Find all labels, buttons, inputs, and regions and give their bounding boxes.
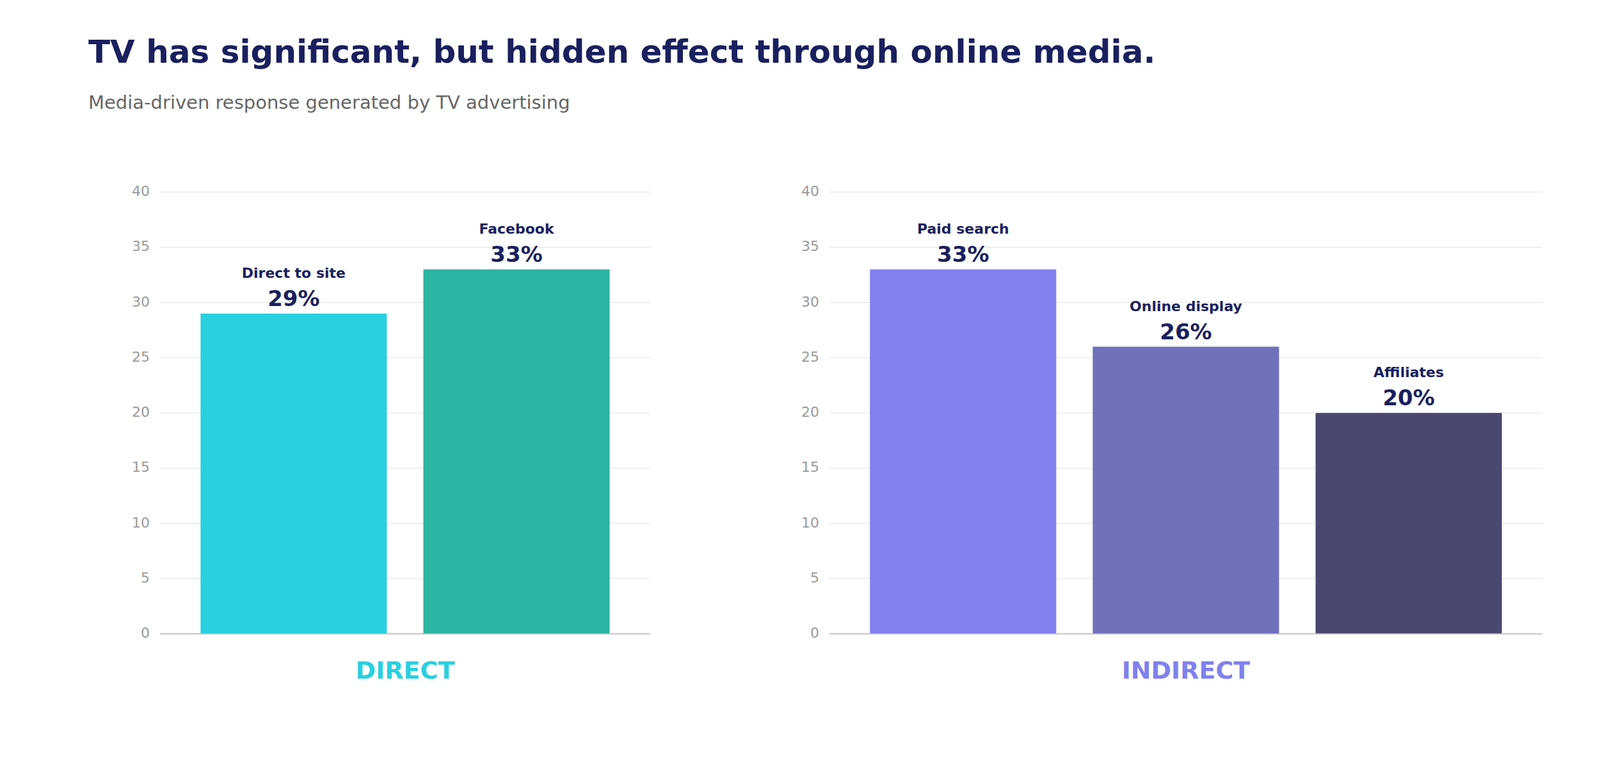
category-label: Facebook bbox=[478, 220, 555, 237]
x-axis-label: DIRECT bbox=[355, 656, 456, 685]
subtitle: Media-driven response generated by TV ad… bbox=[88, 91, 571, 114]
grid-line bbox=[160, 633, 651, 635]
bar bbox=[423, 269, 610, 634]
y-tick-label: 40 bbox=[801, 183, 820, 200]
panel: 0 5 10 15 20 25 30 35 40 33% Paid search 26% Online … bbox=[801, 183, 1543, 685]
category-label: Online display bbox=[1129, 298, 1243, 315]
baseline bbox=[160, 632, 651, 635]
data-label: 26% bbox=[1159, 318, 1212, 345]
grid-line bbox=[160, 247, 651, 248]
y-tick-label: 0 bbox=[140, 624, 150, 641]
y-tick-label: 10 bbox=[801, 514, 820, 531]
bar bbox=[1092, 346, 1279, 635]
grid-line bbox=[829, 633, 1543, 635]
category-label: Direct to site bbox=[241, 264, 346, 281]
background bbox=[0, 0, 1600, 783]
y-tick-label: 5 bbox=[810, 569, 820, 586]
bar bbox=[869, 269, 1056, 634]
y-tick-label: 30 bbox=[131, 293, 150, 310]
y-tick-label: 25 bbox=[131, 348, 150, 365]
bar bbox=[200, 313, 387, 634]
y-tick-label: 5 bbox=[140, 569, 150, 586]
y-tick-label: 35 bbox=[131, 238, 150, 255]
data-label: 33% bbox=[936, 241, 989, 267]
y-tick-label: 35 bbox=[801, 238, 820, 255]
y-tick-label: 20 bbox=[131, 403, 150, 420]
y-tick-label: 30 bbox=[801, 293, 820, 310]
grid-line bbox=[829, 192, 1543, 193]
data-label: 33% bbox=[490, 241, 543, 267]
title: TV has significant, but hidden effect th… bbox=[88, 33, 1156, 71]
grid-line bbox=[829, 247, 1543, 248]
y-tick-label: 20 bbox=[801, 403, 820, 420]
data-label: 20% bbox=[1382, 384, 1435, 411]
y-tick-label: 40 bbox=[131, 183, 150, 200]
bars bbox=[200, 269, 610, 634]
bars bbox=[869, 269, 1502, 634]
x-axis-label: INDIRECT bbox=[1121, 656, 1251, 685]
baseline bbox=[829, 632, 1543, 635]
category-label: Paid search bbox=[917, 220, 1010, 237]
y-tick-label: 25 bbox=[801, 348, 820, 365]
grid-line bbox=[160, 192, 651, 193]
y-tick-label: 15 bbox=[131, 458, 150, 475]
chart-root: TV has significant, but hidden effect th… bbox=[0, 0, 1600, 783]
y-tick-label: 0 bbox=[810, 624, 820, 641]
data-label: 29% bbox=[267, 285, 320, 312]
category-label: Affiliates bbox=[1373, 364, 1444, 381]
panel: 0 5 10 15 20 25 30 35 40 29% Direct to site 33% Face… bbox=[131, 183, 651, 685]
bar bbox=[1315, 412, 1503, 634]
y-tick-label: 15 bbox=[801, 458, 820, 475]
y-tick-label: 10 bbox=[131, 514, 150, 531]
